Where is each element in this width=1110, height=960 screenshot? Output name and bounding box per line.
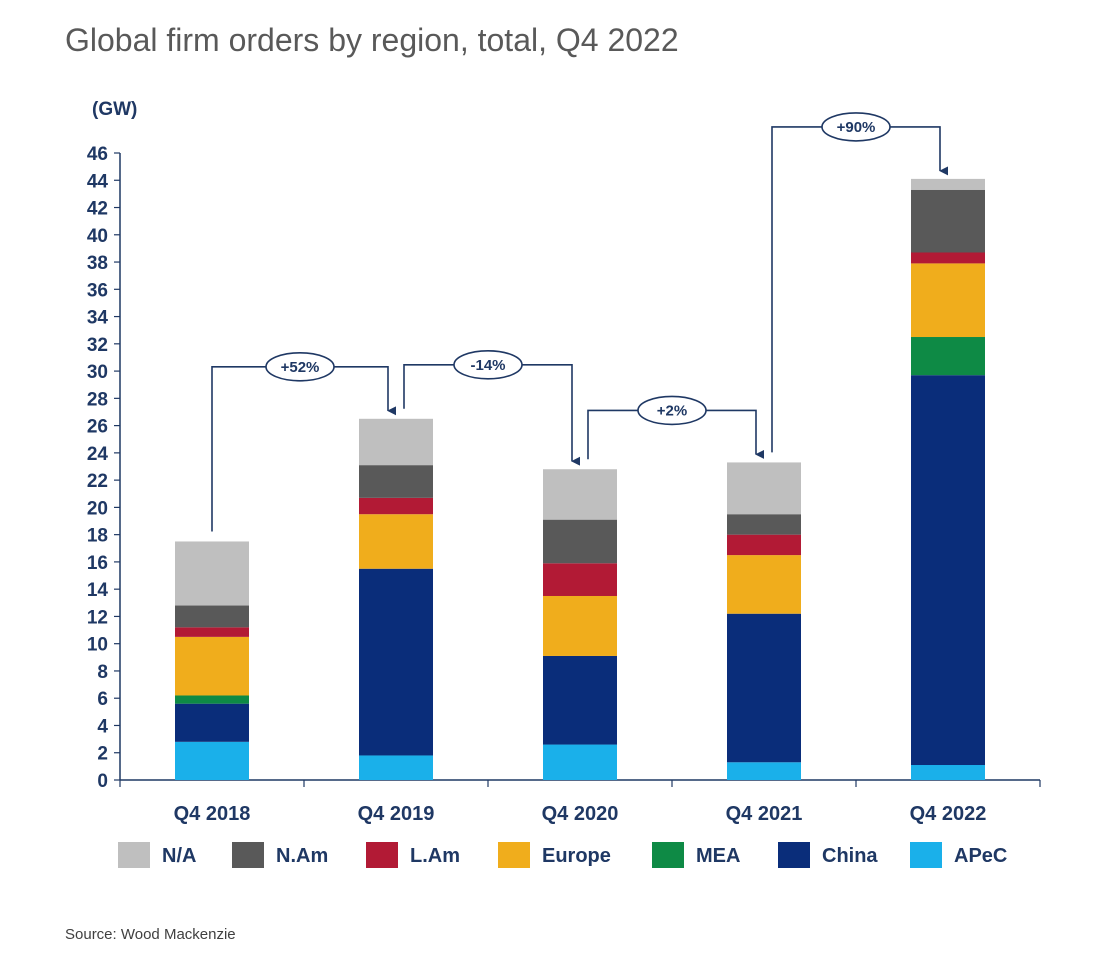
bar-segment xyxy=(911,263,985,338)
x-tick-label: Q4 2022 xyxy=(910,803,987,825)
change-badge xyxy=(637,395,707,426)
y-unit-label: (GW) xyxy=(92,99,137,120)
change-badge xyxy=(453,349,523,380)
bar-segment xyxy=(359,755,433,780)
change-badge xyxy=(821,112,891,142)
y-tick-label: 26 xyxy=(87,417,108,438)
legend-label: MEA xyxy=(696,845,740,867)
x-tick-label: Q4 2019 xyxy=(358,803,435,825)
legend-swatch xyxy=(910,842,942,868)
change-label: +52% xyxy=(281,359,320,376)
y-tick-label: 16 xyxy=(87,553,108,574)
y-tick-label: 18 xyxy=(87,526,108,547)
y-tick-label: 46 xyxy=(87,144,108,165)
bar-segment xyxy=(543,595,617,656)
bar-segment xyxy=(543,519,617,564)
legend-label: APeC xyxy=(954,845,1007,867)
legend-label: N/A xyxy=(162,845,196,867)
change-label: -14% xyxy=(470,357,505,374)
bar-segment xyxy=(175,627,249,637)
change-label: +2% xyxy=(657,402,687,419)
y-tick-label: 8 xyxy=(97,662,108,683)
y-tick-label: 12 xyxy=(87,607,108,628)
y-tick-label: 32 xyxy=(87,335,108,356)
source-note: Source: Wood Mackenzie xyxy=(65,926,236,943)
y-tick-label: 42 xyxy=(87,199,108,220)
y-tick-label: 30 xyxy=(87,362,108,383)
y-tick-label: 38 xyxy=(87,253,108,274)
bar-segment xyxy=(911,375,985,766)
bar-segment xyxy=(543,655,617,745)
y-tick-label: 28 xyxy=(87,389,108,410)
bar-segment xyxy=(911,178,985,190)
change-label: +90% xyxy=(837,119,876,136)
chart-bars xyxy=(175,178,985,780)
bar-segment xyxy=(727,534,801,556)
y-tick-label: 20 xyxy=(87,498,108,519)
y-tick-label: 6 xyxy=(97,689,108,710)
bar-segment xyxy=(175,605,249,628)
bar-segment xyxy=(543,469,617,520)
bar-segment xyxy=(911,337,985,376)
y-tick-label: 24 xyxy=(87,444,109,465)
bar-segment xyxy=(175,703,249,742)
y-tick-label: 44 xyxy=(87,171,109,192)
bar-segment xyxy=(543,563,617,596)
bar-segment xyxy=(175,695,249,704)
bar-segment xyxy=(359,514,433,569)
x-tick-label: Q4 2018 xyxy=(174,803,251,825)
bar-segment xyxy=(911,252,985,264)
x-tick-label: Q4 2020 xyxy=(542,803,619,825)
bar-segment xyxy=(727,514,801,535)
legend-swatch xyxy=(366,842,398,868)
bar-segment xyxy=(543,744,617,780)
bar-segment xyxy=(175,541,249,606)
legend-swatch xyxy=(652,842,684,868)
x-tick-label: Q4 2021 xyxy=(726,803,803,825)
legend-label: N.Am xyxy=(276,845,328,867)
y-tick-label: 0 xyxy=(97,771,108,792)
bar-segment xyxy=(727,762,801,780)
change-badge xyxy=(265,351,335,382)
legend-label: China xyxy=(822,845,878,867)
y-tick-label: 2 xyxy=(97,744,108,765)
chart-title: Global firm orders by region, total, Q4 … xyxy=(65,22,679,58)
legend-swatch xyxy=(118,842,150,868)
change-annotations: +52% -14% +2% +90% xyxy=(211,112,949,532)
bar-segment xyxy=(359,568,433,756)
y-tick-label: 40 xyxy=(87,226,108,247)
y-tick-label: 10 xyxy=(87,635,108,656)
legend-label: L.Am xyxy=(410,845,460,867)
bar-segment xyxy=(359,465,433,498)
bar-segment xyxy=(727,613,801,763)
chart-legend: N/A N.Am L.Am Europe MEA China APeC xyxy=(118,842,1007,868)
bar-segment xyxy=(175,741,249,780)
y-tick-label: 36 xyxy=(87,280,108,301)
legend-swatch xyxy=(498,842,530,868)
bar-segment xyxy=(727,555,801,614)
bar-segment xyxy=(911,765,985,780)
legend-label: Europe xyxy=(542,845,611,867)
bar-segment xyxy=(359,418,433,466)
y-tick-label: 14 xyxy=(87,580,109,601)
bar-segment xyxy=(359,497,433,515)
y-tick-label: 4 xyxy=(97,716,108,737)
legend-swatch xyxy=(232,842,264,868)
y-tick-label: 22 xyxy=(87,471,108,492)
bar-segment xyxy=(727,462,801,515)
bar-segment xyxy=(911,189,985,253)
bar-segment xyxy=(175,636,249,696)
y-tick-label: 34 xyxy=(87,308,109,329)
legend-swatch xyxy=(778,842,810,868)
